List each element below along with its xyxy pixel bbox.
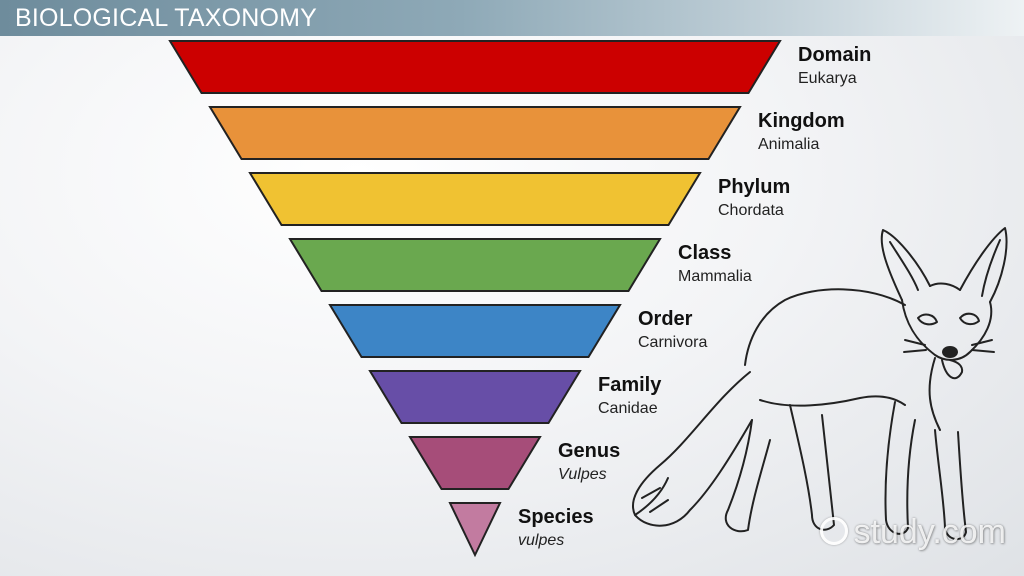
rank-label-family: Family bbox=[598, 374, 662, 396]
rank-label-class: Class bbox=[678, 242, 731, 264]
study-logo-icon bbox=[819, 517, 848, 546]
rank-value-family: Canidae bbox=[598, 400, 658, 417]
level-band-domain bbox=[168, 40, 782, 94]
level-band-kingdom bbox=[208, 106, 742, 160]
rank-label-phylum: Phylum bbox=[718, 176, 790, 198]
level-band-phylum bbox=[248, 172, 702, 226]
study-watermark: study.com bbox=[819, 513, 1006, 552]
rank-value-order: Carnivora bbox=[638, 334, 707, 351]
watermark-text: study.com bbox=[853, 513, 1006, 551]
pyramid-levels: Domain Eukarya Kingdom Animalia Phylum Chorda… bbox=[168, 40, 871, 558]
rank-value-class: Mammalia bbox=[678, 268, 752, 285]
rank-value-genus: Vulpes bbox=[558, 466, 607, 483]
level-band-family bbox=[368, 370, 582, 424]
rank-value-domain: Eukarya bbox=[798, 70, 857, 87]
rank-label-kingdom: Kingdom bbox=[758, 110, 845, 132]
level-band-species bbox=[448, 502, 502, 558]
rank-label-genus: Genus bbox=[558, 440, 620, 462]
title-bar: BIOLOGICAL TAXONOMY bbox=[0, 0, 1024, 36]
rank-value-kingdom: Animalia bbox=[758, 136, 819, 153]
level-band-order bbox=[328, 304, 622, 358]
rank-label-species: Species bbox=[518, 506, 594, 528]
rank-value-phylum: Chordata bbox=[718, 202, 784, 219]
fox-illustration-icon bbox=[632, 227, 1008, 540]
page-title: BIOLOGICAL TAXONOMY bbox=[15, 4, 318, 32]
level-band-genus bbox=[408, 436, 542, 490]
level-band-class bbox=[288, 238, 662, 292]
rank-label-order: Order bbox=[638, 308, 693, 330]
rank-value-species: vulpes bbox=[518, 532, 564, 549]
rank-label-domain: Domain bbox=[798, 44, 871, 66]
